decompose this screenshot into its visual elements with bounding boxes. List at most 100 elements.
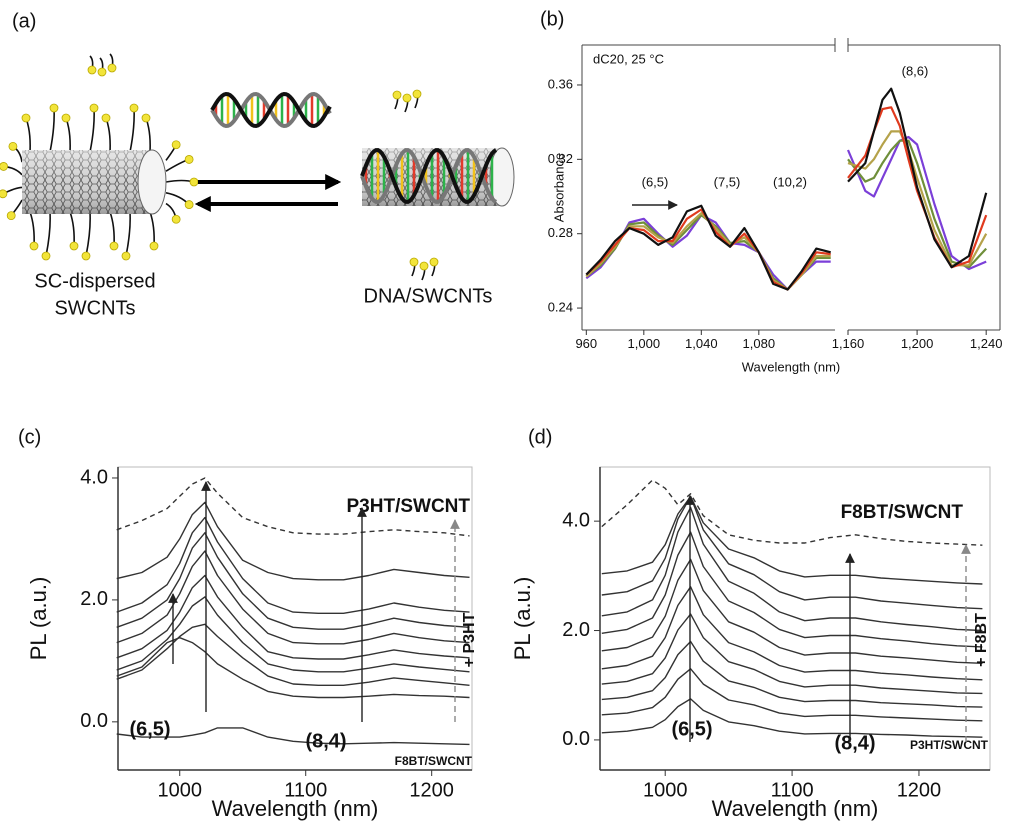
- panel-label: (d): [528, 426, 552, 448]
- series-line: [601, 495, 983, 585]
- panel-label: (a): [12, 10, 36, 32]
- surfactant-head: [49, 103, 59, 113]
- surfactant-tail: [25, 117, 31, 153]
- y-tick-label: 0.0: [562, 728, 590, 750]
- x-tick-label: 1,000: [628, 336, 661, 351]
- surfactant-head: [81, 251, 91, 261]
- series-line: [116, 574, 470, 660]
- dna: [210, 91, 332, 129]
- x-tick-label: 1,200: [901, 336, 934, 351]
- backbone: [360, 148, 498, 204]
- surfactant-tail: [129, 107, 135, 153]
- surfactant-tail: [69, 211, 75, 247]
- annotation: dC20, 25 °C: [593, 51, 664, 66]
- series-line: [601, 558, 983, 664]
- panel-label: (b): [540, 8, 564, 30]
- y-tick-label: 4.0: [80, 466, 108, 488]
- y-tick-label: 2.0: [80, 588, 108, 610]
- y-tick-label: 0.24: [548, 300, 573, 315]
- y-tick-label: 0.0: [80, 710, 108, 732]
- surfactant-tail: [145, 117, 151, 153]
- series-line: [116, 623, 470, 686]
- x-tick-label: 1000: [157, 779, 202, 801]
- x-tick-label: 960: [575, 336, 597, 351]
- series-line: [116, 501, 470, 581]
- x-tick-label: 1,160: [832, 336, 865, 351]
- x-tick-label: 1200: [409, 779, 454, 801]
- series-line: [601, 613, 983, 695]
- surfactant-tail: [149, 211, 155, 247]
- annotation: (8,4): [305, 730, 346, 752]
- surfactant-head: [101, 113, 111, 123]
- backbone: [210, 91, 332, 129]
- surfactant-head: [129, 103, 139, 113]
- surfactant-head: [402, 93, 412, 103]
- annotation: (6,5): [129, 718, 170, 740]
- backbone: [360, 148, 498, 204]
- surfactant-head: [109, 241, 119, 251]
- surfactant-head: [184, 155, 194, 164]
- surfactant-head: [392, 90, 402, 100]
- surfactants: [0, 53, 439, 281]
- y-axis-title: Absorbance: [551, 153, 566, 222]
- surfactant-tail: [85, 211, 91, 257]
- y-axis-title: PL (a.u.): [26, 577, 51, 661]
- surfactant-head: [429, 257, 439, 267]
- surfactant-head: [87, 65, 97, 75]
- surfactant-head: [171, 214, 181, 224]
- y-tick-label: 4.0: [562, 509, 590, 531]
- surfactant-head: [0, 162, 8, 171]
- annotation: (8,6): [902, 63, 929, 78]
- nanotube-end: [137, 149, 167, 215]
- annotation: P3HT/SWCNT: [347, 496, 471, 517]
- series-line: [116, 477, 470, 537]
- surfactant-head: [107, 63, 117, 73]
- surfactant-tail: [109, 211, 115, 247]
- x-tick-label: 1,040: [685, 336, 718, 351]
- x-tick-label: 1,080: [743, 336, 776, 351]
- diagram: (a) SC-dispersed SWCNTs DNA/SWCNTs: [0, 10, 515, 319]
- surfactant-head: [0, 189, 8, 199]
- series-line: [601, 479, 983, 546]
- chart-panel: 1000 1100 1200 0.0 2.0 4.0 (d) PL (a.u.) Wavelen…: [510, 426, 991, 821]
- nanotube-end: [489, 147, 515, 207]
- surfactant-tail: [45, 211, 51, 257]
- series-line: [601, 668, 983, 722]
- y-axis-title: PL (a.u.): [510, 577, 535, 661]
- series-line: [601, 506, 983, 632]
- nanotube-shade: [22, 150, 152, 214]
- right-label: DNA/SWCNTs: [364, 285, 493, 307]
- annotation: (10,2): [773, 174, 807, 189]
- x-axis-title: Wavelength (nm): [212, 796, 379, 821]
- x-tick-label: 1,240: [970, 336, 1003, 351]
- surfactant-head: [171, 140, 181, 150]
- chart-panel: 960 1,000 1,040 1,080 1,160 1,200 1,240 0.24 0.2…: [540, 8, 1002, 374]
- y-tick-label: 0.36: [548, 76, 573, 91]
- series-line: [116, 516, 470, 614]
- series-line: [116, 550, 470, 645]
- series-line: [601, 586, 983, 681]
- surfactant-tail: [125, 211, 131, 257]
- annotation: F8BT/SWCNT: [841, 502, 964, 523]
- annotation: (6,5): [642, 174, 669, 189]
- chart-panel: 1000 1100 1200 0.0 2.0 4.0 (c) PL (a.u.) Wavelen…: [18, 426, 478, 821]
- panel-label: (c): [18, 426, 41, 448]
- annotation: F8BT/SWCNT: [395, 754, 473, 768]
- annotation: (6,5): [671, 718, 712, 740]
- surfactant-tail: [29, 211, 35, 247]
- surfactant-head: [184, 200, 194, 209]
- surfactant-head: [6, 211, 16, 221]
- wrapped-dna: [360, 148, 498, 204]
- surfactant-tail: [49, 107, 55, 153]
- series-line: [116, 532, 470, 630]
- series-line: [116, 727, 470, 746]
- surfactant-head: [141, 113, 151, 123]
- x-axis-title: Wavelength (nm): [712, 796, 879, 821]
- surfactant-head: [8, 141, 18, 151]
- surfactant-head: [412, 89, 422, 99]
- annotation: P3HT/SWCNT: [910, 738, 989, 752]
- annotation: + F8BT: [973, 613, 990, 667]
- surfactant-head: [89, 103, 99, 113]
